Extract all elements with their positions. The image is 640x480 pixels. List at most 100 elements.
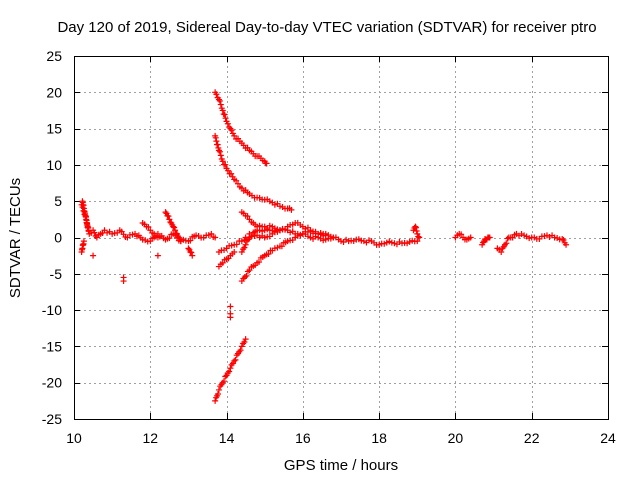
data-point	[217, 101, 224, 108]
data-point	[172, 227, 179, 234]
data-point	[215, 147, 222, 154]
data-point	[221, 111, 228, 118]
data-point	[231, 249, 238, 256]
y-tick-label: -20	[42, 375, 62, 391]
data-point	[233, 177, 240, 184]
y-tick-label: 10	[46, 157, 62, 173]
data-point	[225, 167, 232, 174]
data-point	[90, 252, 97, 259]
data-point	[278, 243, 285, 250]
tick-labels: 10 12 14 16 18 20 22 24 25 20 15 10 5 0 -5 -10 -15 -20 -25	[42, 48, 616, 446]
data-point	[244, 213, 251, 220]
data-point	[212, 234, 219, 241]
data-point	[503, 240, 510, 247]
data-point	[177, 238, 184, 245]
data-point	[216, 97, 223, 104]
data-point	[228, 170, 235, 177]
y-tick-label: -25	[42, 411, 62, 427]
data-point	[243, 272, 250, 279]
data-point	[486, 234, 493, 241]
data-point	[413, 228, 420, 234]
data-point	[227, 303, 234, 310]
data-point	[498, 249, 505, 256]
data-point	[255, 258, 262, 265]
x-tick-label: 12	[142, 430, 158, 446]
grid	[74, 56, 608, 419]
y-tick-label: -5	[50, 266, 63, 282]
data-point	[330, 234, 337, 241]
data-point	[213, 138, 220, 145]
y-tick-label: -15	[42, 338, 62, 354]
data-point	[414, 238, 421, 245]
data-point	[246, 267, 253, 274]
data-point	[227, 314, 234, 321]
x-tick-label: 20	[448, 430, 464, 446]
data-point	[166, 235, 173, 242]
chart-title: Day 120 of 2019, Sidereal Day-to-day VTE…	[57, 19, 596, 36]
data-point	[226, 368, 233, 375]
data-point	[227, 365, 234, 372]
data-point	[241, 244, 248, 251]
data-point	[162, 209, 169, 216]
data-point	[467, 234, 474, 241]
data-point	[212, 134, 219, 141]
y-tick-label: -10	[42, 302, 62, 318]
data-point	[233, 241, 240, 248]
data-point	[504, 235, 511, 242]
data-point	[238, 249, 245, 256]
data-point	[222, 161, 229, 168]
data-point	[322, 230, 329, 237]
data-point	[154, 252, 161, 259]
data-point	[232, 356, 239, 363]
data-point	[412, 223, 419, 230]
data-point	[171, 224, 178, 231]
data-point	[560, 236, 567, 243]
data-point	[559, 235, 566, 242]
data-point	[224, 120, 231, 127]
data-point	[185, 245, 192, 252]
data-point	[219, 158, 226, 165]
data-point	[85, 227, 92, 234]
data-point	[480, 239, 487, 246]
data-point	[241, 339, 248, 346]
data-point	[222, 115, 229, 122]
data-point	[242, 241, 249, 248]
data-point	[216, 148, 223, 155]
data-point	[120, 278, 127, 285]
data-point	[228, 127, 235, 134]
data-point	[214, 391, 221, 398]
data-point	[238, 343, 245, 350]
x-tick-label: 24	[600, 430, 616, 446]
data-point	[222, 373, 229, 380]
x-tick-label: 16	[295, 430, 311, 446]
data-point	[219, 259, 226, 266]
y-tick-label: 5	[54, 193, 62, 209]
x-axis-label: GPS time / hours	[284, 457, 398, 474]
data-point	[242, 336, 249, 343]
data-point	[265, 251, 272, 258]
data-point	[166, 216, 173, 223]
data-point	[215, 386, 222, 393]
data-point	[458, 231, 465, 238]
y-axis-label: SDTVAR / TECUs	[7, 178, 24, 298]
data-point	[208, 230, 215, 237]
data-point	[165, 213, 172, 220]
data-point	[231, 132, 238, 139]
y-tick-label: 20	[46, 84, 62, 100]
data-point	[188, 249, 195, 256]
data-point	[237, 347, 244, 354]
data-point	[215, 96, 222, 103]
data-point	[415, 233, 422, 240]
data-point	[175, 234, 182, 241]
data-point	[413, 224, 420, 231]
data-point	[414, 230, 421, 237]
data-point	[276, 227, 283, 234]
data-point	[217, 152, 224, 159]
data-point	[212, 397, 219, 404]
data-points	[78, 89, 570, 404]
y-tick-label: 15	[46, 121, 62, 137]
data-point	[416, 234, 423, 241]
data-point	[213, 91, 220, 98]
data-point	[154, 234, 161, 241]
